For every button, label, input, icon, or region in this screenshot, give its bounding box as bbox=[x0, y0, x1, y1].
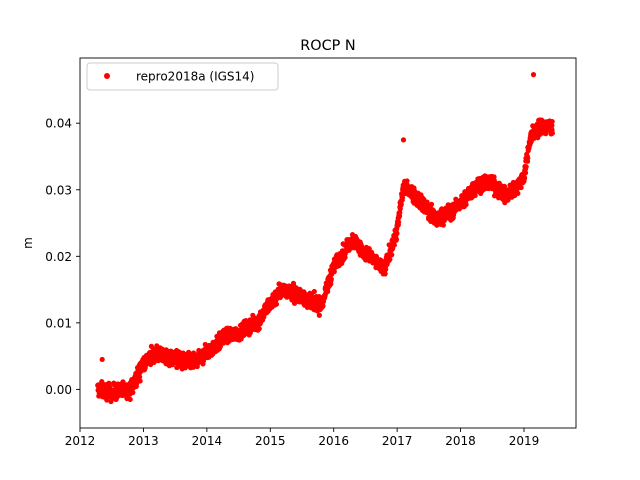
data-point bbox=[151, 359, 157, 365]
data-point bbox=[331, 269, 337, 275]
y-axis: 0.00 0.01 0.02 0.03 0.04 bbox=[45, 117, 80, 397]
data-point bbox=[393, 236, 400, 242]
data-point bbox=[328, 276, 334, 282]
x-tick-label: 2016 bbox=[318, 434, 349, 448]
x-tick-label: 2019 bbox=[509, 434, 540, 448]
legend: repro2018a (IGS14) bbox=[86, 62, 279, 91]
data-point bbox=[428, 201, 435, 207]
data-point bbox=[398, 201, 404, 207]
data-point bbox=[404, 178, 410, 184]
x-tick-label: 2018 bbox=[445, 434, 476, 448]
data-point bbox=[320, 303, 326, 309]
x-axis: 2012 2013 2014 2015 2016 2017 2018 2019 bbox=[65, 428, 540, 448]
data-point bbox=[549, 122, 555, 129]
data-point-outlier bbox=[99, 356, 105, 363]
legend-label: repro2018a (IGS14) bbox=[136, 70, 254, 84]
legend-frame bbox=[86, 62, 279, 91]
data-point bbox=[394, 230, 400, 237]
data-point bbox=[501, 183, 508, 189]
data-point bbox=[382, 271, 388, 277]
data-point bbox=[383, 266, 389, 273]
data-point bbox=[389, 252, 395, 258]
data-point bbox=[395, 219, 402, 225]
data-point-outlier bbox=[530, 72, 537, 78]
data-point-outlier bbox=[400, 137, 407, 143]
data-point bbox=[424, 199, 430, 205]
data-point bbox=[549, 130, 555, 136]
data-point bbox=[108, 398, 114, 405]
data-points bbox=[95, 72, 555, 405]
data-point bbox=[515, 190, 521, 197]
data-point bbox=[523, 164, 529, 170]
data-point bbox=[137, 374, 143, 380]
x-tick-label: 2012 bbox=[65, 434, 96, 448]
y-tick-label: 0.03 bbox=[45, 183, 72, 197]
x-tick-label: 2013 bbox=[128, 434, 159, 448]
data-point bbox=[440, 222, 446, 228]
data-point bbox=[311, 288, 317, 295]
y-tick-label: 0.01 bbox=[45, 316, 72, 330]
data-point bbox=[463, 201, 469, 208]
y-axis-label: m bbox=[21, 237, 35, 249]
data-point bbox=[273, 301, 280, 307]
x-tick-label: 2014 bbox=[192, 434, 223, 448]
data-point bbox=[130, 389, 136, 396]
data-point bbox=[387, 256, 393, 263]
data-point bbox=[518, 184, 524, 191]
data-point bbox=[256, 326, 262, 332]
data-point bbox=[391, 242, 397, 248]
y-tick-label: 0.00 bbox=[45, 383, 72, 397]
chart-title: ROCP N bbox=[300, 38, 355, 54]
data-point bbox=[522, 175, 528, 181]
data-point bbox=[137, 378, 143, 384]
data-point bbox=[549, 118, 555, 125]
data-point bbox=[127, 396, 133, 403]
y-tick-label: 0.02 bbox=[45, 250, 72, 264]
data-point bbox=[522, 170, 529, 176]
y-tick-label: 0.04 bbox=[45, 117, 72, 131]
data-point bbox=[316, 312, 322, 318]
data-point bbox=[525, 155, 531, 161]
data-point bbox=[342, 254, 348, 261]
plot-frame bbox=[79, 57, 577, 429]
data-point bbox=[399, 195, 406, 201]
x-tick-label: 2017 bbox=[382, 434, 413, 448]
legend-marker bbox=[104, 73, 110, 79]
x-tick-label: 2015 bbox=[255, 434, 286, 448]
